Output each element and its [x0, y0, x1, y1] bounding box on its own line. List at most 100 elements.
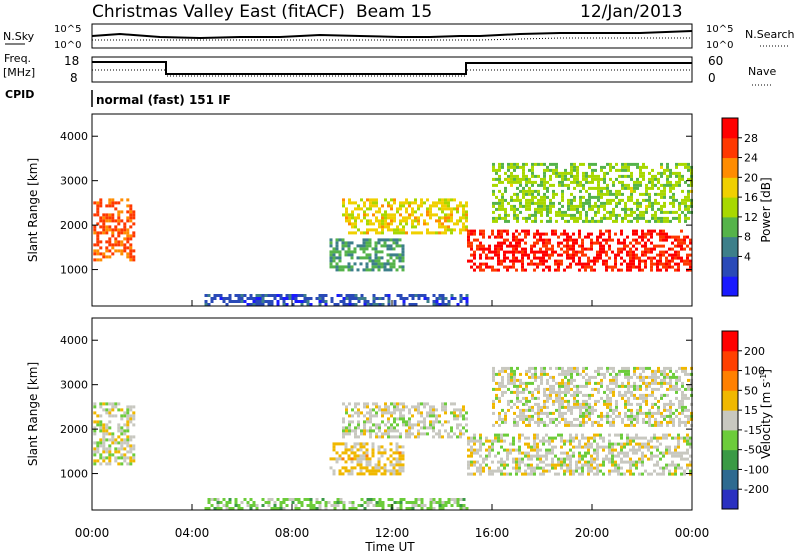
heatmap-cell	[522, 186, 525, 190]
heatmap-cell	[548, 265, 551, 269]
heatmap-cell	[576, 393, 579, 397]
heatmap-cell	[611, 460, 614, 464]
heatmap-cell	[627, 183, 630, 187]
heatmap-cell	[117, 234, 121, 238]
heatmap-cell	[680, 241, 683, 245]
heatmap-cell	[488, 451, 491, 455]
heatmap-cell	[537, 189, 540, 193]
heatmap-cell	[569, 469, 572, 473]
heatmap-cell	[504, 186, 507, 190]
heatmap-cell	[560, 232, 563, 236]
heatmap-cell	[678, 375, 681, 379]
heatmap-cell	[506, 250, 509, 254]
heatmap-cell	[606, 411, 609, 415]
heatmap-cell	[441, 435, 444, 439]
heatmap-cell	[132, 249, 136, 253]
heatmap-cell	[518, 433, 521, 437]
heatmap-cell	[120, 408, 124, 412]
heatmap-cell	[126, 234, 130, 238]
heatmap-cell	[590, 241, 593, 245]
heatmap-cell	[617, 463, 620, 467]
heatmap-cell	[672, 372, 675, 376]
heatmap-cell	[402, 417, 405, 421]
heatmap-cell	[633, 396, 636, 400]
heatmap-cell	[641, 454, 644, 458]
heatmap-cell	[105, 249, 109, 253]
heatmap-cell	[213, 498, 217, 501]
heatmap-cell	[353, 454, 357, 458]
heatmap-cell	[372, 297, 376, 300]
heatmap-cell	[354, 219, 357, 223]
heatmap-cell	[678, 378, 681, 382]
heatmap-cell	[542, 460, 545, 464]
heatmap-cell	[383, 448, 387, 452]
heatmap-cell	[459, 429, 462, 433]
heatmap-cell	[609, 216, 612, 220]
heatmap-cell	[579, 213, 582, 217]
heatmap-cell	[566, 451, 569, 455]
heatmap-cell	[498, 372, 501, 376]
heatmap-cell	[503, 238, 506, 242]
heatmap-cell	[569, 265, 572, 269]
heatmap-cell	[411, 414, 414, 418]
heatmap-cell	[335, 451, 339, 455]
heatmap-cell	[582, 195, 585, 199]
heatmap-cell	[377, 241, 381, 245]
heatmap-cell	[450, 504, 454, 507]
heatmap-cell	[525, 216, 528, 220]
heatmap-cell	[588, 207, 591, 211]
heatmap-cell	[659, 436, 662, 440]
heatmap-cell	[624, 204, 627, 208]
heatmap-cell	[369, 426, 372, 430]
heatmap-cell	[399, 498, 403, 501]
heatmap-cell	[647, 256, 650, 260]
heatmap-cell	[639, 201, 642, 205]
heatmap-cell	[429, 414, 432, 418]
heatmap-cell	[656, 244, 659, 248]
heatmap-cell	[378, 219, 381, 223]
heatmap-cell	[563, 472, 566, 476]
heatmap-cell	[378, 408, 381, 412]
heatmap-cell	[347, 262, 351, 266]
heatmap-cell	[105, 246, 109, 250]
heatmap-cell	[605, 229, 608, 233]
heatmap-cell	[321, 498, 325, 501]
heatmap-cell	[686, 433, 689, 437]
heatmap-cell	[587, 436, 590, 440]
heatmap-cell	[554, 466, 557, 470]
heatmap-cell	[525, 423, 528, 427]
heatmap-cell	[518, 244, 521, 248]
heatmap-cell	[644, 262, 647, 266]
heatmap-cell	[581, 244, 584, 248]
heatmap-cell	[243, 294, 247, 297]
heatmap-cell	[597, 372, 600, 376]
heatmap-cell	[516, 390, 519, 394]
heatmap-cell	[536, 433, 539, 437]
heatmap-cell	[338, 259, 342, 263]
heatmap-cell	[546, 372, 549, 376]
heatmap-cell	[495, 219, 498, 223]
heatmap-cell	[512, 448, 515, 452]
heatmap-cell	[641, 436, 644, 440]
heatmap-cell	[417, 423, 420, 427]
heatmap-cell	[384, 405, 387, 409]
heatmap-cell	[438, 504, 442, 507]
heatmap-cell	[96, 231, 100, 235]
heatmap-cell	[650, 472, 653, 476]
heatmap-cell	[117, 408, 121, 412]
heatmap-cell	[540, 204, 543, 208]
x-tick-label: 04:00	[175, 526, 210, 540]
heatmap-cell	[671, 265, 674, 269]
heatmap-cell	[485, 247, 488, 251]
heatmap-cell	[506, 229, 509, 233]
heatmap-cell	[329, 250, 333, 254]
heatmap-cell	[537, 210, 540, 214]
heatmap-cell	[641, 460, 644, 464]
heatmap-cell	[636, 213, 639, 217]
heatmap-cell	[378, 210, 381, 214]
heatmap-cell	[476, 466, 479, 470]
heatmap-cell	[579, 372, 582, 376]
heatmap-cell	[582, 420, 585, 424]
heatmap-cell	[557, 235, 560, 239]
heatmap-cell	[579, 201, 582, 205]
